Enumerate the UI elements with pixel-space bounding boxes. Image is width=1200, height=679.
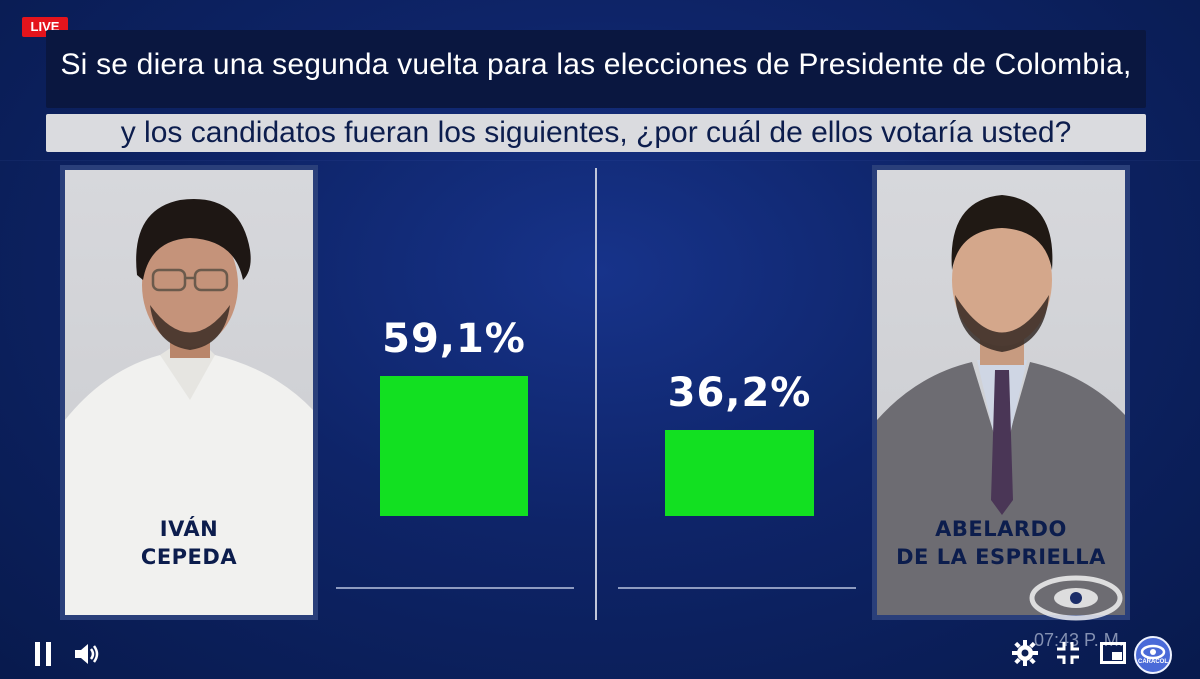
exit-fullscreen-icon[interactable] xyxy=(1056,641,1080,665)
candidate-name-espriella-line1: ABELARDO xyxy=(935,517,1067,541)
picture-in-picture-icon[interactable] xyxy=(1100,642,1126,664)
candidate-portrait-cepeda xyxy=(65,199,313,615)
background-line xyxy=(0,160,1200,161)
candidate-portrait-espriella xyxy=(877,195,1125,615)
player-controls xyxy=(0,628,1200,679)
baseline-espriella xyxy=(618,587,856,589)
candidate-name-espriella: ABELARDO DE LA ESPRIELLA xyxy=(877,515,1125,571)
eye-logo-icon xyxy=(1140,644,1166,660)
question-line-2: y los candidatos fueran los siguientes, … xyxy=(120,116,1072,149)
candidate-card-espriella: ABELARDO DE LA ESPRIELLA xyxy=(872,165,1130,620)
channel-badge[interactable]: CARACOL xyxy=(1134,636,1172,674)
question-banner xyxy=(46,30,1146,108)
question-line-1: Si se diera una segunda vuelta para las … xyxy=(60,48,1132,81)
value-label-espriella: 36,2% xyxy=(667,370,812,416)
settings-icon[interactable] xyxy=(1012,640,1038,666)
candidate-card-cepeda: IVÁN CEPEDA xyxy=(60,165,318,620)
candidate-photo-espriella: ABELARDO DE LA ESPRIELLA xyxy=(877,170,1125,615)
baseline-cepeda xyxy=(336,587,574,589)
chart-divider xyxy=(595,168,597,620)
candidate-name-cepeda-line2: CEPEDA xyxy=(140,545,238,569)
candidate-name-cepeda-line1: IVÁN xyxy=(159,517,219,541)
value-label-cepeda: 59,1% xyxy=(382,316,526,362)
bar-cepeda xyxy=(380,376,528,516)
question-subtitle-banner xyxy=(46,114,1146,152)
channel-logo-watermark xyxy=(1029,575,1123,621)
candidate-photo-cepeda: IVÁN CEPEDA xyxy=(65,170,313,615)
volume-icon[interactable] xyxy=(74,642,100,666)
bar-espriella xyxy=(665,430,814,516)
pause-icon[interactable] xyxy=(34,642,52,666)
candidate-name-espriella-line2: DE LA ESPRIELLA xyxy=(896,545,1106,569)
channel-badge-label: CARACOL xyxy=(1138,659,1168,665)
candidate-name-cepeda: IVÁN CEPEDA xyxy=(65,515,313,571)
